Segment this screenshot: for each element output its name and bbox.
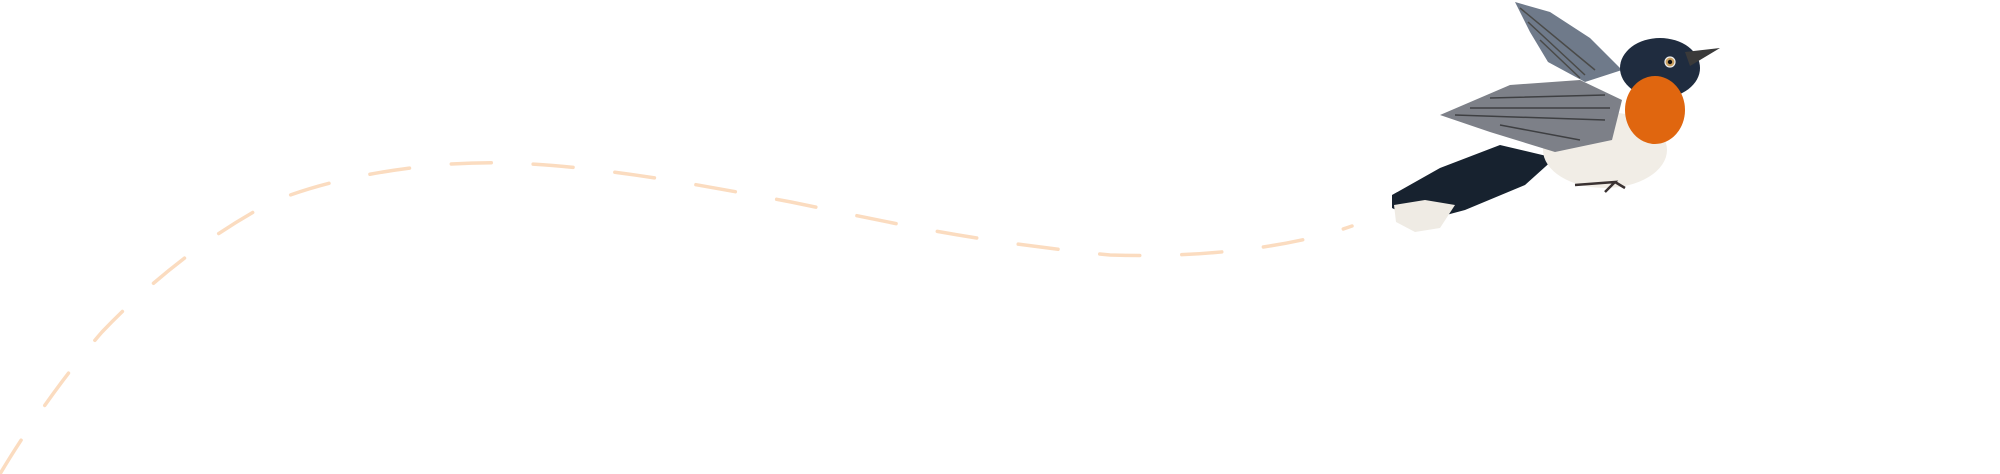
lower-wing [1440,80,1622,152]
bird-illustration [1392,2,1720,232]
throat [1625,76,1685,144]
upper-wing [1515,2,1622,82]
feet [1574,180,1626,193]
beak [1685,48,1720,66]
flight-path-line [0,160,1354,474]
